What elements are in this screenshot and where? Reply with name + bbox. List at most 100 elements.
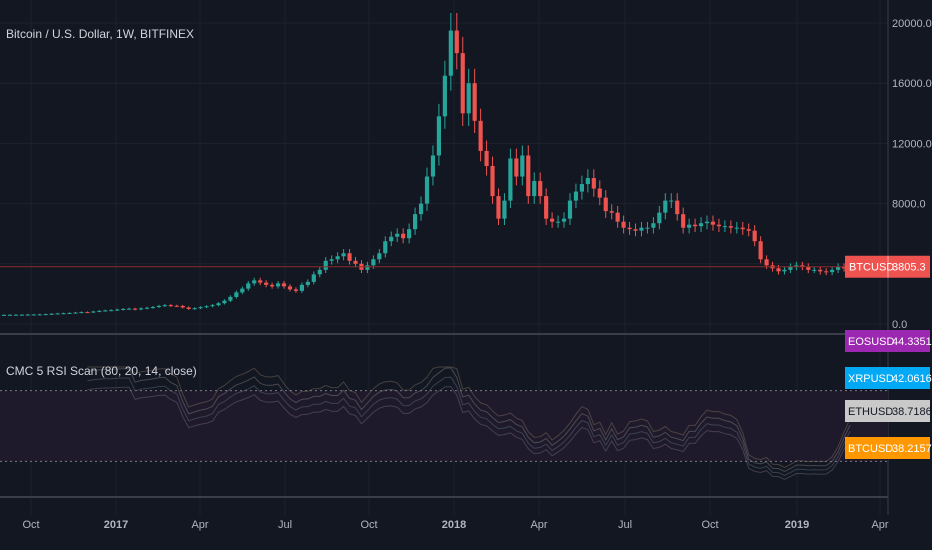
price-tick-label: 16000.0 [892,78,932,90]
candle-body [573,191,579,201]
price-axis[interactable]: 20000.016000.012000.08000.04000.00.0BTCU… [845,18,932,331]
candle-body [698,223,704,227]
symbol-title: Bitcoin / U.S. Dollar, 1W, BITFINEX [6,27,195,41]
candle-body [383,241,388,254]
candle-body [299,284,304,291]
price-tick-label: 20000.0 [892,18,932,30]
candle-body [806,266,811,270]
rsi-label-value: 42.0616 [892,373,932,385]
indicator-title: CMC 5 RSI Scan (80, 20, 14, close) [6,364,197,378]
candle-body [61,313,66,315]
candle-body [174,305,179,307]
candle-body [138,308,144,310]
candle-body [454,30,459,54]
candle-body [371,259,376,266]
candle-body [162,305,167,307]
candle-body [103,310,108,312]
candle-body [204,306,209,308]
candle-body [323,260,328,270]
candle-body [222,300,227,304]
candle-body [758,241,763,260]
candle-body [353,260,358,264]
rsi-line-eosusd [87,386,851,480]
time-axis[interactable]: Oct 2017 Apr Jul Oct 2018 Apr Jul Oct 2019 Apr [22,519,888,531]
candle-body [329,259,334,261]
time-tick-label: Oct [22,519,39,531]
candle-body [240,288,245,293]
candle-body [73,312,78,314]
candle-body [669,200,674,202]
candle-body [424,176,430,204]
candle-body [734,227,739,229]
candle-body [418,203,424,215]
candle-body [168,305,173,307]
rsi-label-badge [845,330,930,352]
rsi-label-badge [845,367,930,389]
candle-body [830,269,835,273]
candle-body [794,265,799,267]
candle-body [79,312,84,314]
candle-body [365,265,370,270]
candle-body [776,268,781,272]
candle-body [228,296,233,301]
rsi-label-symbol: ETHUSD [848,406,893,418]
candle-body [657,212,662,224]
candle-body [43,314,48,316]
candle-body [526,155,531,197]
candle-body [818,269,823,272]
rsi-label-value: 38.2157 [892,443,932,455]
time-tick-label: Jul [278,519,292,531]
candle-body [603,197,608,212]
candle-body [561,218,567,222]
candle-body [13,314,19,316]
candle-body [436,116,442,156]
candle-body [835,266,841,270]
candle-body [430,155,436,177]
time-tick-label: 2017 [104,519,128,531]
price-tick-label: 8000.0 [892,199,926,211]
candle-body [645,227,650,229]
candle-body [234,292,239,297]
candle-body [19,314,24,316]
candle-body [275,283,281,287]
candle-body [258,280,263,283]
rsi-label-symbol: EOSUSD [848,336,895,348]
candle-body [675,200,680,215]
candle-body [579,184,584,192]
candle-body [412,214,418,230]
candlestick-series [0,12,888,316]
candle-body [728,226,733,228]
candle-body [377,253,382,260]
rsi-line-btcusd [87,366,851,469]
candle-body [466,83,471,114]
candle-body [722,226,727,228]
candle-body [615,212,620,222]
candle-body [210,305,215,307]
last-price-value: 3805.3 [892,262,926,274]
time-tick-label: Apr [871,519,888,531]
candle-body [782,269,787,272]
candle-body [85,312,90,314]
candle-body [407,229,412,239]
candle-body [216,303,221,306]
candle-body [55,313,60,315]
candle-body [520,155,525,177]
candle-body [532,181,537,197]
candle-body [121,308,126,310]
candle-body [704,221,710,224]
candle-body [663,200,668,213]
candle-body [91,311,96,313]
candle-body [144,307,150,309]
candle-body [150,306,156,308]
candle-body [198,307,203,309]
candle-body [472,83,477,121]
candle-body [746,229,751,231]
candle-body [639,227,644,231]
candle-body [442,75,447,117]
candle-body [347,253,352,261]
price-tick-label: 12000.0 [892,138,932,150]
indicator-pane[interactable] [0,366,888,480]
candle-body [448,30,453,76]
